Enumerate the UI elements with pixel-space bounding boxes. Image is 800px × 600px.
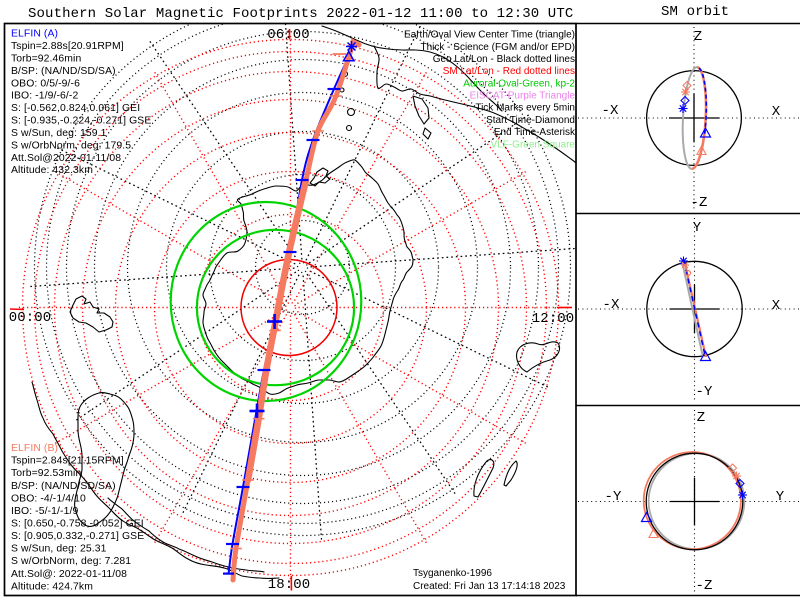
svg-text:B/SP: (NA/ND/SD/SA): B/SP: (NA/ND/SD/SA) xyxy=(11,481,116,492)
svg-text:18:00: 18:00 xyxy=(268,577,311,593)
svg-text:S: [0.650,-0.758,-0.052] GEI: S: [0.650,-0.758,-0.052] GEI xyxy=(11,519,144,530)
svg-text:S w/Sun, deg: 25.31: S w/Sun, deg: 25.31 xyxy=(11,544,107,555)
svg-text:12:00: 12:00 xyxy=(532,311,575,327)
svg-text:Z: Z xyxy=(694,29,703,45)
svg-text:VLF-Green Square: VLF-Green Square xyxy=(491,139,576,150)
svg-text:Altitude: 432.3km: Altitude: 432.3km xyxy=(11,165,93,176)
svg-text:Att.Sol@: 2022-01-11/08: Att.Sol@: 2022-01-11/08 xyxy=(11,569,127,580)
svg-text:Start Time-Diamond: Start Time-Diamond xyxy=(486,115,575,126)
svg-text:End Time-Asterisk: End Time-Asterisk xyxy=(494,127,576,138)
svg-text:Tspin=2.84s[21.15RPM]: Tspin=2.84s[21.15RPM] xyxy=(11,456,124,467)
svg-text:Altitude: 424.7km: Altitude: 424.7km xyxy=(11,581,93,592)
svg-text:OBO: -4/-1/4/10: OBO: -4/-1/4/10 xyxy=(11,493,86,504)
svg-text:-Y: -Y xyxy=(695,384,713,400)
svg-text:S w/Sun, deg: 159.1: S w/Sun, deg: 159.1 xyxy=(11,128,107,139)
svg-text:Y: Y xyxy=(776,489,785,505)
svg-text:B/SP: (NA/ND/SD/SA): B/SP: (NA/ND/SD/SA) xyxy=(11,66,116,77)
svg-text:Torb=92.53min: Torb=92.53min xyxy=(11,468,81,479)
svg-text:Tick Marks every 5min: Tick Marks every 5min xyxy=(475,103,575,114)
svg-text:Z: Z xyxy=(697,410,706,426)
svg-text:Auroral Oval-Green, kp-2: Auroral Oval-Green, kp-2 xyxy=(463,78,575,89)
svg-text:Att.Sol@2022-01-11/08: Att.Sol@2022-01-11/08 xyxy=(11,153,121,164)
svg-text:X: X xyxy=(772,104,781,120)
svg-text:Tspin=2.88s[20.91RPM]: Tspin=2.88s[20.91RPM] xyxy=(11,41,124,52)
svg-text:-X: -X xyxy=(601,103,619,119)
svg-text:X: X xyxy=(772,298,781,314)
svg-text:Created: Fri Jan 13 17:14:18 2: Created: Fri Jan 13 17:14:18 2023 xyxy=(413,581,566,592)
svg-text:-X: -X xyxy=(602,297,620,313)
svg-text:-Z: -Z xyxy=(690,195,707,211)
svg-text:-Y: -Y xyxy=(604,489,622,505)
svg-text:Y: Y xyxy=(693,220,702,236)
svg-text:S w/OrbNorm, deg: 179.5: S w/OrbNorm, deg: 179.5 xyxy=(11,141,131,152)
svg-text:IBO: -5/-1/-1/9: IBO: -5/-1/-1/9 xyxy=(11,506,78,517)
svg-text:SM Lat/Lon - Red dotted lines: SM Lat/Lon - Red dotted lines xyxy=(443,66,575,77)
svg-text:S: [-0.935,-0.224,-0.271] GSE: S: [-0.935,-0.224,-0.271] GSE xyxy=(11,116,151,127)
svg-text:Thick - Science (FGM and/or EP: Thick - Science (FGM and/or EPD) xyxy=(421,42,575,53)
svg-text:SM orbit: SM orbit xyxy=(661,4,729,20)
svg-text:ELFIN (A): ELFIN (A) xyxy=(11,29,58,40)
svg-text:00:00: 00:00 xyxy=(9,310,52,326)
svg-text:Tsyganenko-1996: Tsyganenko-1996 xyxy=(413,568,492,579)
svg-text:06:00: 06:00 xyxy=(267,27,310,43)
svg-text:OBO: 0/5/-9/-6: OBO: 0/5/-9/-6 xyxy=(11,78,80,89)
svg-text:S: [0.905,0.332,-0.271] GSE: S: [0.905,0.332,-0.271] GSE xyxy=(11,531,144,542)
svg-text:Torb=92.46min: Torb=92.46min xyxy=(11,53,81,64)
svg-text:S w/OrbNorm, deg: 7.281: S w/OrbNorm, deg: 7.281 xyxy=(11,556,131,567)
svg-text:ELFIN (B): ELFIN (B) xyxy=(11,443,58,454)
svg-text:Southern Solar Magnetic Footpr: Southern Solar Magnetic Footprints 2022-… xyxy=(28,6,573,22)
svg-text:Geo Lat/Lon - Black dotted lin: Geo Lat/Lon - Black dotted lines xyxy=(433,54,575,65)
svg-text:S: [-0.562,0.824,0.061] GEI: S: [-0.562,0.824,0.061] GEI xyxy=(11,103,140,114)
svg-text:Earth/Oval View Center Time (t: Earth/Oval View Center Time (triangle) xyxy=(404,30,575,41)
svg-text:IBO: -1/9/-6/-2: IBO: -1/9/-6/-2 xyxy=(11,91,78,102)
svg-text:EISCAT-Purple Triangle: EISCAT-Purple Triangle xyxy=(470,91,576,102)
svg-text:-Z: -Z xyxy=(695,578,712,594)
